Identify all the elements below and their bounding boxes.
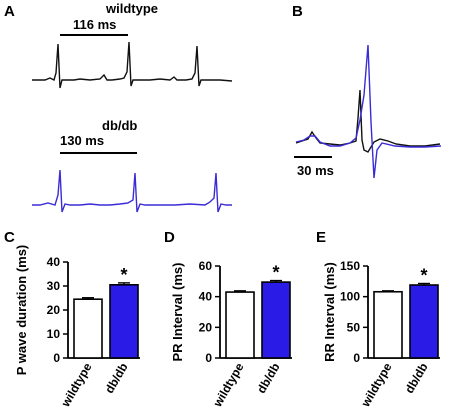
y-tick-label-c-0: 0 (53, 351, 60, 365)
y-axis-title-e: RR Interval (ms) (322, 262, 337, 362)
bar-e-dbdb (409, 284, 439, 359)
panel-label-c: C (4, 229, 15, 246)
y-axis-title-d: PR Interval (ms) (170, 263, 185, 362)
significance-star-c: * (120, 265, 127, 285)
bar-c-wildtype (73, 298, 103, 359)
dbdb-trace-group: db/db 130 ms (32, 118, 232, 213)
panel-label-d: D (164, 229, 175, 246)
category-label-c-0: wildtype (58, 360, 95, 410)
wildtype-trace-label: wildtype (105, 1, 158, 16)
y-tick-label-c-3: 30 (47, 279, 61, 293)
y-tick-label-c-2: 20 (47, 303, 61, 317)
wildtype-trace-group: wildtype 116 ms (32, 1, 233, 89)
y-tick-label-d-3: 60 (199, 259, 213, 273)
category-label-e-0: wildtype (358, 360, 395, 410)
bar-d-wildtype (225, 291, 255, 359)
overlay-trace-group: 30 ms (294, 44, 442, 179)
bar-c-dbdb (109, 283, 139, 359)
category-label-e-1: db/db (402, 361, 430, 396)
significance-star-d: * (272, 263, 279, 283)
overlay-dbdb-trace (295, 44, 442, 179)
y-tick-label-e-3: 150 (340, 259, 360, 273)
wildtype-interval-label: 116 ms (73, 17, 116, 32)
dbdb-ecg-trace (32, 169, 232, 213)
y-tick-label-d-2: 40 (199, 290, 213, 304)
significance-star-e: * (420, 265, 427, 285)
overlay-scale-label: 30 ms (297, 163, 334, 178)
panel-label-b: B (292, 3, 303, 20)
y-tick-label-e-1: 50 (347, 320, 361, 334)
bar-e-wildtype (373, 290, 403, 359)
wildtype-ecg-trace (32, 41, 233, 89)
y-axis-title-c: P wave duration (ms) (14, 245, 29, 376)
y-tick-label-c-1: 10 (47, 327, 61, 341)
overlay-wildtype-trace (295, 89, 441, 153)
y-tick-label-d-1: 20 (199, 320, 213, 334)
category-label-d-0: wildtype (210, 360, 247, 410)
bar-d-dbdb (261, 281, 291, 359)
y-tick-label-e-0: 0 (353, 351, 360, 365)
category-label-d-1: db/db (254, 361, 282, 396)
y-tick-label-e-2: 100 (340, 290, 360, 304)
dbdb-trace-label: db/db (102, 118, 137, 133)
panel-label-e: E (316, 229, 326, 246)
chart-p-wave: 0 10 20 30 40 P wave duration (ms) wildtype * db… (14, 245, 140, 410)
category-label-c-1: db/db (102, 361, 130, 396)
panel-label-a: A (4, 3, 15, 20)
chart-pr-interval: 0 20 40 60 PR Interval (ms) wildtype * db/db (170, 259, 292, 410)
dbdb-interval-label: 130 ms (60, 133, 104, 148)
y-tick-label-c-4: 40 (47, 255, 61, 269)
y-tick-label-d-0: 0 (205, 351, 212, 365)
